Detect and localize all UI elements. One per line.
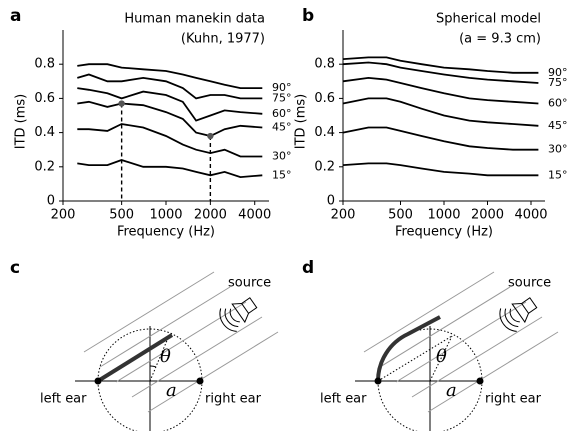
y-tick-label: 0	[47, 194, 55, 209]
y-tick-label: 0	[327, 194, 335, 209]
series-line	[342, 56, 539, 74]
series-label: 30°	[272, 150, 292, 163]
y-tick-label: 0.6	[314, 91, 335, 106]
chart: a Human manekin data (Kuhn, 1977) 0 0.2 0.4 0.…	[10, 6, 292, 240]
x-tick-label: 200	[331, 208, 356, 223]
series-label: 90°	[272, 81, 292, 94]
angle-arc	[149, 365, 157, 368]
ear	[374, 377, 382, 385]
x-tick-label: 4000	[514, 208, 547, 223]
y-tick-label: 0.4	[314, 125, 335, 140]
chord	[377, 335, 453, 382]
x-tick-label: 200	[51, 208, 76, 223]
wavefronts	[83, 271, 279, 413]
y-tick-label: 0.8	[314, 57, 335, 72]
series-line	[342, 126, 539, 151]
series-line	[77, 63, 263, 89]
radius: a	[446, 380, 457, 401]
series-label: 90°	[548, 66, 568, 79]
ear	[94, 377, 102, 385]
y-tick-label: 0.4	[34, 125, 55, 140]
series-line	[77, 100, 263, 137]
series-label: 75°	[272, 91, 292, 104]
series-line	[342, 61, 539, 84]
x-axis-label: Frequency (Hz)	[395, 225, 493, 240]
panel-label: b	[302, 6, 314, 26]
left-ear: left ear	[40, 392, 87, 407]
path	[96, 333, 174, 383]
y-tick-label: 0.8	[34, 57, 55, 72]
x-tick-label: 500	[109, 208, 134, 223]
angle: θ	[160, 346, 171, 367]
y-tick-label: 0.6	[34, 91, 55, 106]
angle: θ	[436, 346, 447, 367]
series-line	[77, 123, 263, 158]
y-tick-label: 0.2	[314, 159, 335, 174]
series-label: 45°	[548, 119, 568, 132]
speaker	[219, 297, 258, 332]
panel-label: a	[10, 6, 21, 26]
y-axis-label: ITD (ms)	[14, 94, 29, 150]
chart: b Spherical model (a = 9.3 cm) 0 0.2 0.4 0.6 0.…	[294, 6, 568, 240]
series-line	[77, 159, 263, 179]
x-tick-label: 4000	[238, 208, 271, 223]
series-label: 45°	[272, 120, 292, 133]
source: source	[228, 276, 271, 291]
x-tick-label: 2000	[194, 208, 227, 223]
x-axis-label: Frequency (Hz)	[117, 225, 215, 240]
speaker	[499, 297, 538, 332]
y-tick-label: 0.2	[34, 159, 55, 174]
marker-dot	[118, 100, 125, 107]
series-label: 30°	[548, 143, 568, 156]
x-tick-label: 2000	[471, 208, 504, 223]
series-line	[342, 97, 539, 127]
ear	[196, 377, 204, 385]
x-tick-label: 1000	[427, 208, 460, 223]
wavefronts	[363, 271, 559, 413]
radius: a	[166, 380, 177, 401]
y-axis-label: ITD (ms)	[294, 94, 309, 150]
series-label: 15°	[272, 168, 292, 181]
chart-title: Human manekin data	[124, 12, 265, 27]
left-ear: left ear	[320, 392, 367, 407]
series-label: 15°	[548, 168, 568, 181]
diagram-d: d θ a left ear right ear source	[302, 258, 559, 431]
normal	[149, 337, 169, 382]
ear	[476, 377, 484, 385]
path	[376, 315, 441, 382]
series-line	[77, 87, 263, 122]
right-ear: right ear	[205, 392, 262, 407]
series-line	[342, 162, 539, 177]
x-tick-label: 1000	[149, 208, 182, 223]
panel-label: c	[10, 258, 20, 278]
diagram-c: c θ a left ear right ear source	[10, 258, 279, 431]
normal	[429, 335, 453, 382]
marker-dot	[207, 132, 214, 140]
right-ear: right ear	[485, 392, 542, 407]
chart-subtitle: (a = 9.3 cm)	[459, 32, 541, 47]
series-label: 60°	[548, 97, 568, 110]
series-line	[342, 76, 539, 105]
panel-label: d	[302, 258, 314, 278]
series-line	[77, 73, 263, 100]
series-label: 60°	[272, 107, 292, 120]
chart-subtitle: (Kuhn, 1977)	[181, 32, 265, 47]
source: source	[508, 276, 551, 291]
chart-title: Spherical model	[436, 12, 541, 27]
series-label: 75°	[548, 76, 568, 89]
x-tick-label: 500	[388, 208, 413, 223]
